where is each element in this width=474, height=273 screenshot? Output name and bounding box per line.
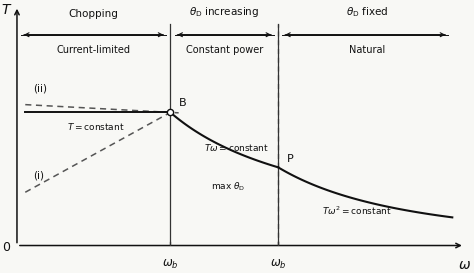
Text: Natural: Natural bbox=[349, 45, 385, 55]
Text: $\omega_b$: $\omega_b$ bbox=[270, 258, 286, 271]
Text: B: B bbox=[179, 98, 186, 108]
Text: P: P bbox=[286, 154, 293, 164]
Text: (i): (i) bbox=[34, 171, 45, 181]
Text: max $\theta_\mathrm{D}$: max $\theta_\mathrm{D}$ bbox=[211, 180, 246, 193]
Text: $\theta_\mathrm{D}$ increasing: $\theta_\mathrm{D}$ increasing bbox=[189, 5, 259, 19]
Text: $T=\mathrm{constant}$: $T=\mathrm{constant}$ bbox=[67, 121, 125, 132]
Text: Current-limited: Current-limited bbox=[57, 45, 131, 55]
Text: $T\omega=\mathrm{constant}$: $T\omega=\mathrm{constant}$ bbox=[204, 142, 269, 153]
Text: $\omega$: $\omega$ bbox=[458, 258, 471, 272]
Text: $\theta_\mathrm{D}$ fixed: $\theta_\mathrm{D}$ fixed bbox=[346, 5, 389, 19]
Text: (ii): (ii) bbox=[34, 83, 47, 93]
Text: Constant power: Constant power bbox=[186, 45, 263, 55]
Text: $0$: $0$ bbox=[2, 241, 11, 254]
Text: $T\omega^2=\mathrm{constant}$: $T\omega^2=\mathrm{constant}$ bbox=[322, 204, 392, 217]
Text: Chopping: Chopping bbox=[69, 9, 118, 19]
Text: $T$: $T$ bbox=[1, 3, 12, 17]
Text: $\omega_b$: $\omega_b$ bbox=[162, 258, 179, 271]
